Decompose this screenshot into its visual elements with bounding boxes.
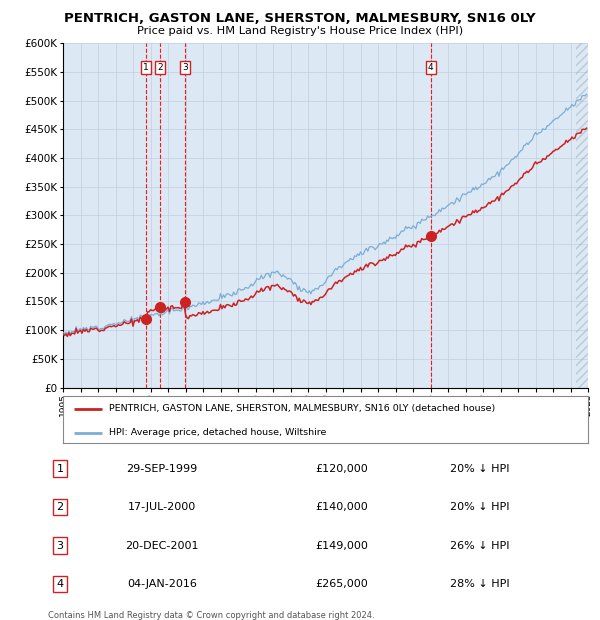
- Text: 3: 3: [182, 63, 188, 72]
- Text: Price paid vs. HM Land Registry's House Price Index (HPI): Price paid vs. HM Land Registry's House …: [137, 26, 463, 36]
- Text: PENTRICH, GASTON LANE, SHERSTON, MALMESBURY, SN16 0LY: PENTRICH, GASTON LANE, SHERSTON, MALMESB…: [64, 12, 536, 25]
- Text: 20% ↓ HPI: 20% ↓ HPI: [450, 502, 510, 512]
- Text: 2: 2: [157, 63, 163, 72]
- Text: 4: 4: [56, 579, 64, 589]
- Text: 3: 3: [56, 541, 64, 551]
- Text: 20-DEC-2001: 20-DEC-2001: [125, 541, 199, 551]
- Text: 1: 1: [143, 63, 149, 72]
- Text: £140,000: £140,000: [316, 502, 368, 512]
- Text: 04-JAN-2016: 04-JAN-2016: [127, 579, 197, 589]
- Text: 28% ↓ HPI: 28% ↓ HPI: [450, 579, 510, 589]
- Text: 4: 4: [428, 63, 433, 72]
- Text: 17-JUL-2000: 17-JUL-2000: [128, 502, 196, 512]
- Text: 29-SEP-1999: 29-SEP-1999: [127, 464, 197, 474]
- Text: £120,000: £120,000: [316, 464, 368, 474]
- Bar: [576, 43, 588, 388]
- Text: Contains HM Land Registry data © Crown copyright and database right 2024.: Contains HM Land Registry data © Crown c…: [48, 611, 374, 620]
- Text: 1: 1: [56, 464, 64, 474]
- Text: PENTRICH, GASTON LANE, SHERSTON, MALMESBURY, SN16 0LY (detached house): PENTRICH, GASTON LANE, SHERSTON, MALMESB…: [109, 404, 496, 414]
- Text: HPI: Average price, detached house, Wiltshire: HPI: Average price, detached house, Wilt…: [109, 428, 326, 437]
- Text: £149,000: £149,000: [316, 541, 368, 551]
- Text: £265,000: £265,000: [316, 579, 368, 589]
- Text: 20% ↓ HPI: 20% ↓ HPI: [450, 464, 510, 474]
- Text: 26% ↓ HPI: 26% ↓ HPI: [450, 541, 510, 551]
- Text: 2: 2: [56, 502, 64, 512]
